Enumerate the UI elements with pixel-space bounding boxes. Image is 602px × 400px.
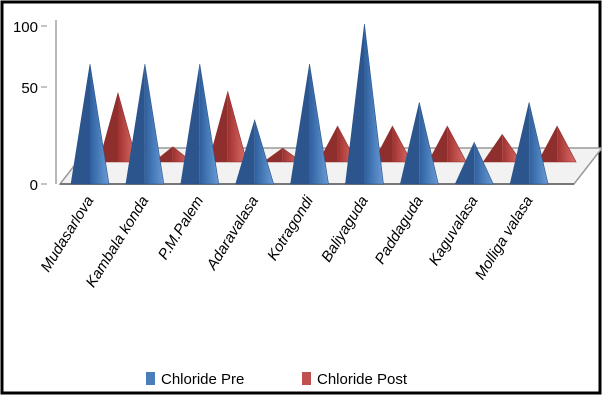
pyramid-chloride-pre-8 bbox=[509, 102, 549, 185]
pyramid-chloride-pre-3 bbox=[235, 118, 275, 185]
pyramid-face-right bbox=[447, 126, 467, 162]
legend: Chloride Pre Chloride Post bbox=[146, 371, 408, 388]
pyramid-face-left bbox=[373, 126, 393, 162]
bars-layer bbox=[70, 23, 577, 185]
legend-swatch bbox=[302, 372, 311, 385]
x-tick-label: Baliyaguda bbox=[318, 193, 372, 265]
pyramid-chloride-pre-4 bbox=[290, 63, 329, 185]
x-tick-label: Kotragondi bbox=[264, 193, 317, 264]
x-tick-label: Kaguvalasa bbox=[426, 193, 482, 269]
pyramid-outline bbox=[208, 90, 248, 163]
pyramid-face-left bbox=[538, 126, 558, 162]
pyramid-outline bbox=[454, 141, 494, 185]
pyramid-outline bbox=[318, 125, 358, 163]
pyramid-outline bbox=[262, 147, 303, 163]
x-tick-label: P.M.Palem bbox=[155, 193, 207, 263]
pyramid-face-left bbox=[318, 126, 338, 162]
pyramid-outline bbox=[427, 125, 467, 163]
pyramid-chloride-post-2 bbox=[208, 90, 248, 163]
pyramid-chloride-pre-1 bbox=[125, 63, 165, 185]
pyramid-chloride-pre-5 bbox=[345, 23, 384, 185]
pyramid-outline bbox=[509, 102, 549, 185]
pyramid-chloride-pre-2 bbox=[180, 63, 220, 185]
pyramid-outline bbox=[372, 125, 412, 163]
pyramid-outline bbox=[125, 63, 165, 185]
pyramid-chloride-post-5 bbox=[372, 125, 412, 163]
y-tick-label: 100 bbox=[13, 19, 38, 36]
pyramid-face-right bbox=[557, 126, 577, 162]
legend-label: Chloride Pre bbox=[161, 371, 244, 388]
pyramid-outline bbox=[482, 133, 522, 163]
pyramid-outline bbox=[180, 63, 220, 185]
pyramid-chloride-post-8 bbox=[537, 125, 577, 163]
x-tick-label: Molliga valasa bbox=[472, 193, 537, 283]
y-tick-label: 0 bbox=[30, 177, 38, 194]
pyramid-chloride-pre-6 bbox=[399, 102, 439, 185]
pyramid-outline bbox=[345, 23, 384, 185]
y-tick-label: 50 bbox=[21, 80, 38, 97]
legend-swatch bbox=[146, 372, 155, 385]
x-tick-label: Mudasarlova bbox=[37, 193, 97, 275]
pyramid-outline bbox=[98, 91, 138, 163]
pyramid-chloride-post-6 bbox=[427, 125, 467, 163]
pyramid-face-left bbox=[428, 126, 448, 162]
pyramid-chloride-pre-0 bbox=[70, 63, 110, 185]
pyramid-outline bbox=[399, 102, 439, 185]
pyramid-face-right bbox=[392, 126, 412, 162]
legend-label: Chloride Post bbox=[317, 371, 408, 388]
pyramid-face-right bbox=[337, 126, 357, 162]
pyramid-chloride-post-7 bbox=[482, 133, 522, 163]
pyramid-chloride-pre-7 bbox=[454, 141, 494, 185]
x-tick-label: Paddaguda bbox=[372, 193, 427, 267]
pyramid-chloride-post-4 bbox=[318, 125, 358, 163]
pyramid-outline bbox=[153, 146, 193, 163]
x-tick-label: Adaravalasa bbox=[203, 193, 262, 274]
pyramid-outline bbox=[70, 63, 110, 185]
pyramid-outline bbox=[235, 118, 275, 185]
pyramid-outline bbox=[537, 125, 577, 163]
pyramid-face-left bbox=[510, 102, 530, 184]
pyramid-outline bbox=[290, 63, 329, 185]
